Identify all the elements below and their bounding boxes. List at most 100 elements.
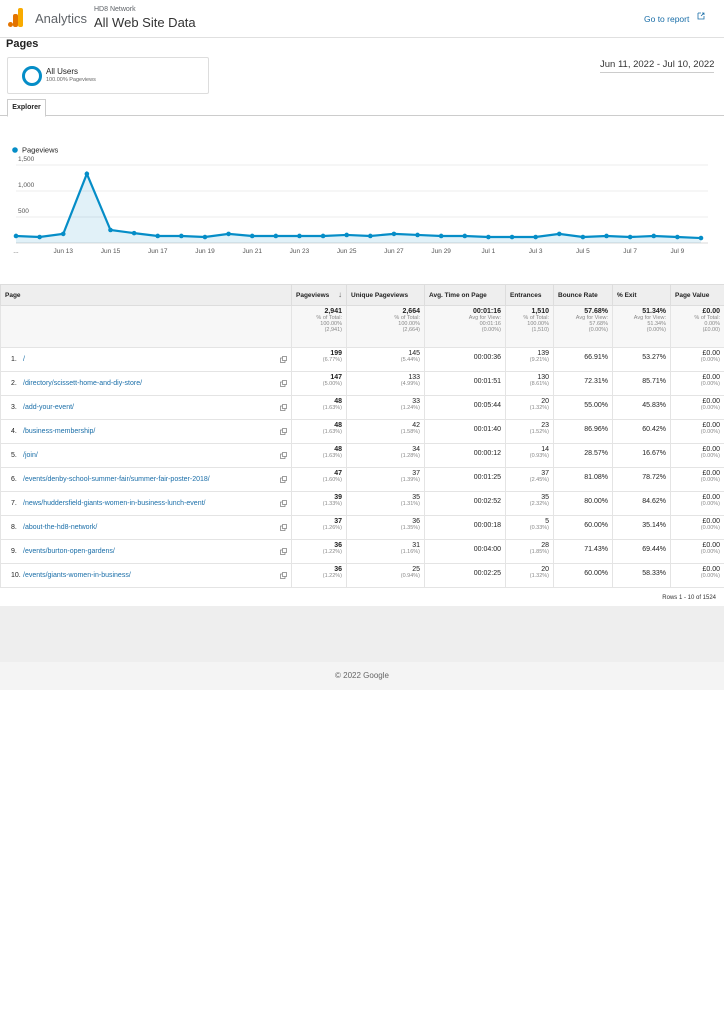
x-tick-label: Jun 25 bbox=[337, 248, 357, 255]
legend-label: Pageviews bbox=[22, 146, 59, 155]
x-tick-label: Jul 7 bbox=[623, 248, 637, 255]
footer: © 2022 Google bbox=[0, 662, 724, 690]
open-icon[interactable] bbox=[280, 500, 287, 507]
data-cell: 37 (1.39%) bbox=[346, 467, 425, 492]
icon-shape bbox=[282, 500, 287, 505]
x-tick-label: Jun 29 bbox=[431, 248, 451, 255]
cell-detail: (0.00%) bbox=[700, 477, 720, 483]
x-tick-label: Jul 3 bbox=[529, 248, 543, 255]
point bbox=[462, 233, 468, 239]
total-value: 2,664 bbox=[402, 308, 420, 315]
cell-value: 00:00:36 bbox=[473, 354, 501, 361]
totals-cell: 00:01:16 Avg for View: 00:01:16 (0.00%) bbox=[424, 305, 506, 348]
cell-detail: (1.24%) bbox=[400, 405, 420, 411]
page-link[interactable]: /events/giants-women-in-business/ bbox=[23, 572, 131, 579]
cell-value: 31 bbox=[412, 542, 420, 549]
column-header[interactable]: Pageviews ↓ bbox=[291, 284, 347, 306]
total-detail: % of Total: bbox=[394, 315, 420, 321]
data-cell: 28.57% bbox=[553, 443, 613, 468]
data-cell: 39 (1.33%) bbox=[291, 491, 347, 516]
total-detail: (£0.00) bbox=[702, 327, 720, 333]
table-row: 5./join/48 (1.63%) 34 (1.28%) 00:00:12 14 (0.9… bbox=[0, 443, 724, 468]
view-name[interactable]: All Web Site Data bbox=[94, 15, 196, 30]
point bbox=[627, 234, 633, 240]
open-icon[interactable] bbox=[280, 548, 287, 555]
open-icon[interactable] bbox=[280, 524, 287, 531]
data-cell: 66.91% bbox=[553, 347, 613, 372]
page-link[interactable]: /business-membership/ bbox=[23, 428, 96, 435]
icon-shape bbox=[282, 356, 287, 361]
cell-value: 37 bbox=[334, 518, 342, 525]
tab[interactable]: Explorer bbox=[7, 99, 46, 117]
cell-detail: (0.93%) bbox=[529, 453, 549, 459]
point bbox=[202, 234, 208, 240]
cell-detail: (1.28%) bbox=[400, 453, 420, 459]
total-value: 57.68% bbox=[584, 308, 608, 315]
data-cell: £0.00 (0.00%) bbox=[670, 515, 724, 540]
cell-value: 58.33% bbox=[642, 570, 666, 577]
cell-detail: (2.32%) bbox=[529, 501, 549, 507]
page-link[interactable]: /directory/scissett-home-and-diy-store/ bbox=[23, 380, 143, 387]
open-icon[interactable] bbox=[280, 428, 287, 435]
page-link[interactable]: / bbox=[23, 356, 25, 363]
cell-detail: (0.94%) bbox=[400, 573, 420, 579]
cell-detail: (1.63%) bbox=[322, 429, 342, 435]
cell-value: 53.27% bbox=[642, 354, 666, 361]
data-cell: 37 (1.26%) bbox=[291, 515, 347, 540]
cell-value: £0.00 bbox=[702, 566, 720, 573]
cell-value: 36 bbox=[412, 518, 420, 525]
logo bbox=[8, 8, 23, 27]
column-header[interactable]: Avg. Time on Page bbox=[424, 284, 506, 306]
total-detail: 100.00% bbox=[398, 321, 420, 327]
data-cell: 34 (1.28%) bbox=[346, 443, 425, 468]
point bbox=[320, 233, 326, 239]
page-link[interactable]: /events/burton-open-gardens/ bbox=[23, 548, 115, 555]
cell-value: 130 bbox=[537, 374, 549, 381]
open-icon[interactable] bbox=[280, 380, 287, 387]
data-cell: 25 (0.94%) bbox=[346, 563, 425, 588]
cell-value: 37 bbox=[541, 470, 549, 477]
point bbox=[509, 234, 515, 240]
go-to-report[interactable]: Go to report bbox=[644, 14, 690, 24]
cell-value: 72.31% bbox=[584, 378, 608, 385]
total-detail: (0.00%) bbox=[646, 327, 666, 333]
open-icon[interactable] bbox=[280, 572, 287, 579]
account-name[interactable]: HD8 Network bbox=[94, 6, 136, 13]
date-range[interactable]: Jun 11, 2022 - Jul 10, 2022 bbox=[600, 59, 715, 73]
column-header[interactable]: Unique Pageviews bbox=[346, 284, 425, 306]
data-cell: 00:01:51 bbox=[424, 371, 506, 396]
data-cell: 84.62% bbox=[612, 491, 671, 516]
open-icon[interactable] bbox=[280, 476, 287, 483]
page-link[interactable]: /join/ bbox=[23, 452, 38, 459]
page-cell: 8. /about-the-hd8-network/ bbox=[0, 515, 292, 540]
x-tick-label: Jul 9 bbox=[671, 248, 685, 255]
open-icon[interactable] bbox=[280, 356, 287, 363]
y-tick-label: 1,500 bbox=[18, 156, 35, 163]
cell-value: 48 bbox=[334, 446, 342, 453]
data-cell: 37 (2.45%) bbox=[505, 467, 554, 492]
page-link[interactable]: /add-your-event/ bbox=[23, 404, 74, 411]
page-link[interactable]: /events/denby-school-summer-fair/summer-… bbox=[23, 476, 210, 483]
open-icon[interactable] bbox=[280, 452, 287, 459]
point bbox=[533, 234, 538, 240]
page-link[interactable]: /news/huddersfield-giants-women-in-busin… bbox=[23, 500, 206, 507]
cell-value: 16.67% bbox=[642, 450, 666, 457]
column-header[interactable]: % Exit bbox=[612, 284, 671, 306]
x-tick-label: Jun 27 bbox=[384, 248, 404, 255]
icon-shape bbox=[282, 476, 287, 481]
cell-value: 14 bbox=[541, 446, 549, 453]
data-cell: £0.00 (0.00%) bbox=[670, 371, 724, 396]
column-header[interactable]: Bounce Rate bbox=[553, 284, 613, 306]
column-header[interactable]: Page bbox=[0, 284, 292, 306]
page-link[interactable]: /about-the-hd8-network/ bbox=[23, 524, 98, 531]
segment-box[interactable]: All Users 100.00% Pageviews bbox=[7, 57, 209, 94]
cell-detail: (0.00%) bbox=[700, 525, 720, 531]
data-cell: 33 (1.24%) bbox=[346, 395, 425, 420]
column-header[interactable]: Page Value bbox=[670, 284, 724, 306]
data-cell: £0.00 (0.00%) bbox=[670, 419, 724, 444]
open-icon[interactable] bbox=[280, 404, 287, 411]
cell-detail: (1.60%) bbox=[322, 477, 342, 483]
table-row: 7. /news/huddersfield-giants-women-in-bus… bbox=[0, 491, 724, 516]
column-header[interactable]: Entrances bbox=[505, 284, 554, 306]
total-detail: % of Total: bbox=[316, 315, 342, 321]
